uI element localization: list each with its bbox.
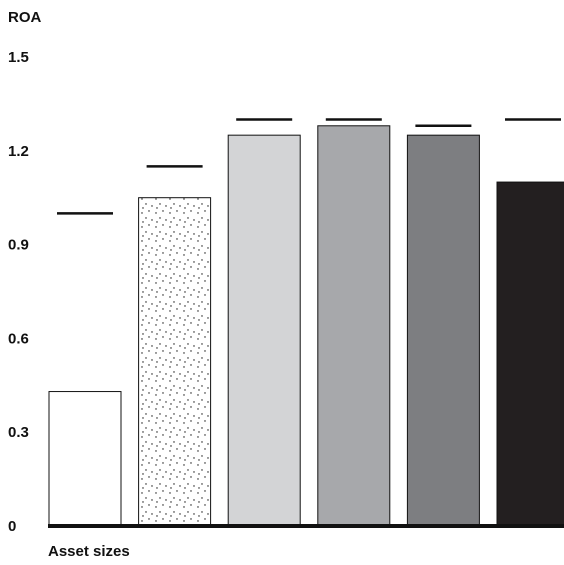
y-tick-label: 1.2 [8,143,29,160]
y-tick-label: 1.5 [8,49,29,66]
bar-4 [317,125,391,527]
benchmark-lines [57,118,561,215]
bar-1 [48,391,122,527]
bar-6 [496,181,564,527]
bars [48,125,564,527]
y-tick-label: 0.3 [8,424,29,441]
y-tick-label: 0.6 [8,330,29,347]
bar-5 [406,134,480,527]
bar-2 [138,197,212,527]
bar-3 [227,134,301,527]
y-tick-label: 0.9 [8,237,29,254]
y-axis-title: ROA [8,9,42,26]
y-tick-label: 0 [8,518,16,535]
y-tick-labels: 0 0.3 0.6 0.9 1.2 1.5 [8,49,29,535]
x-axis-title: Asset sizes [48,543,130,560]
